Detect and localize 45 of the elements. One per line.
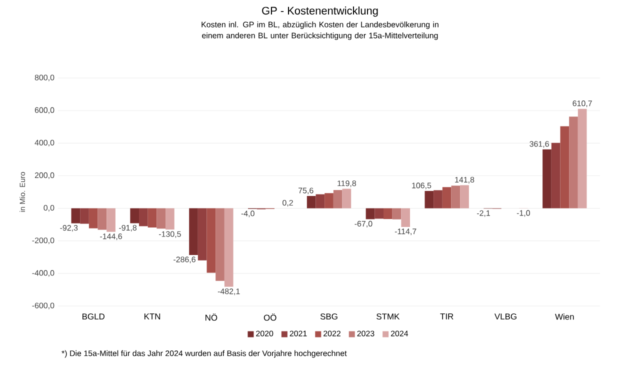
bar	[189, 208, 198, 255]
x-tick-label: BGLD	[82, 314, 104, 320]
bar	[88, 208, 98, 228]
x-tick-label: KTN	[144, 314, 160, 320]
bar	[542, 149, 552, 208]
bar	[366, 208, 375, 220]
bar	[434, 190, 442, 208]
bar	[401, 208, 410, 227]
bar	[324, 193, 334, 208]
x-tick-label: STMK	[376, 314, 400, 320]
x-tick-label: OÖ	[264, 314, 276, 321]
bar	[224, 208, 234, 287]
bar	[374, 208, 384, 219]
bar	[424, 190, 434, 208]
bar	[198, 208, 207, 260]
bar	[130, 208, 140, 224]
bar	[392, 208, 402, 220]
chart-title: GP - Kostenentwicklung	[262, 6, 378, 17]
bar	[148, 208, 157, 228]
bar	[578, 108, 587, 208]
bar	[451, 186, 460, 208]
bar	[216, 208, 224, 281]
bar	[98, 208, 107, 230]
bar	[71, 208, 80, 224]
bar	[551, 142, 560, 208]
bar	[560, 126, 570, 208]
bar	[106, 208, 116, 232]
x-tick-label: VLBG	[494, 314, 516, 320]
bar	[316, 194, 325, 208]
bar	[166, 208, 174, 230]
bar	[569, 116, 578, 208]
bar	[384, 208, 392, 220]
x-tick-label: NÖ	[206, 314, 218, 321]
bar	[333, 190, 342, 208]
bar	[156, 208, 166, 229]
bar	[80, 208, 89, 224]
bar	[206, 208, 216, 273]
x-tick-label: TIR	[440, 314, 454, 320]
bar	[442, 187, 452, 208]
bar	[342, 188, 352, 208]
bar	[139, 208, 148, 226]
bar	[306, 196, 316, 208]
bar	[460, 185, 469, 208]
x-tick-label: SBG	[320, 314, 338, 320]
x-tick-label: Wien	[555, 314, 574, 320]
